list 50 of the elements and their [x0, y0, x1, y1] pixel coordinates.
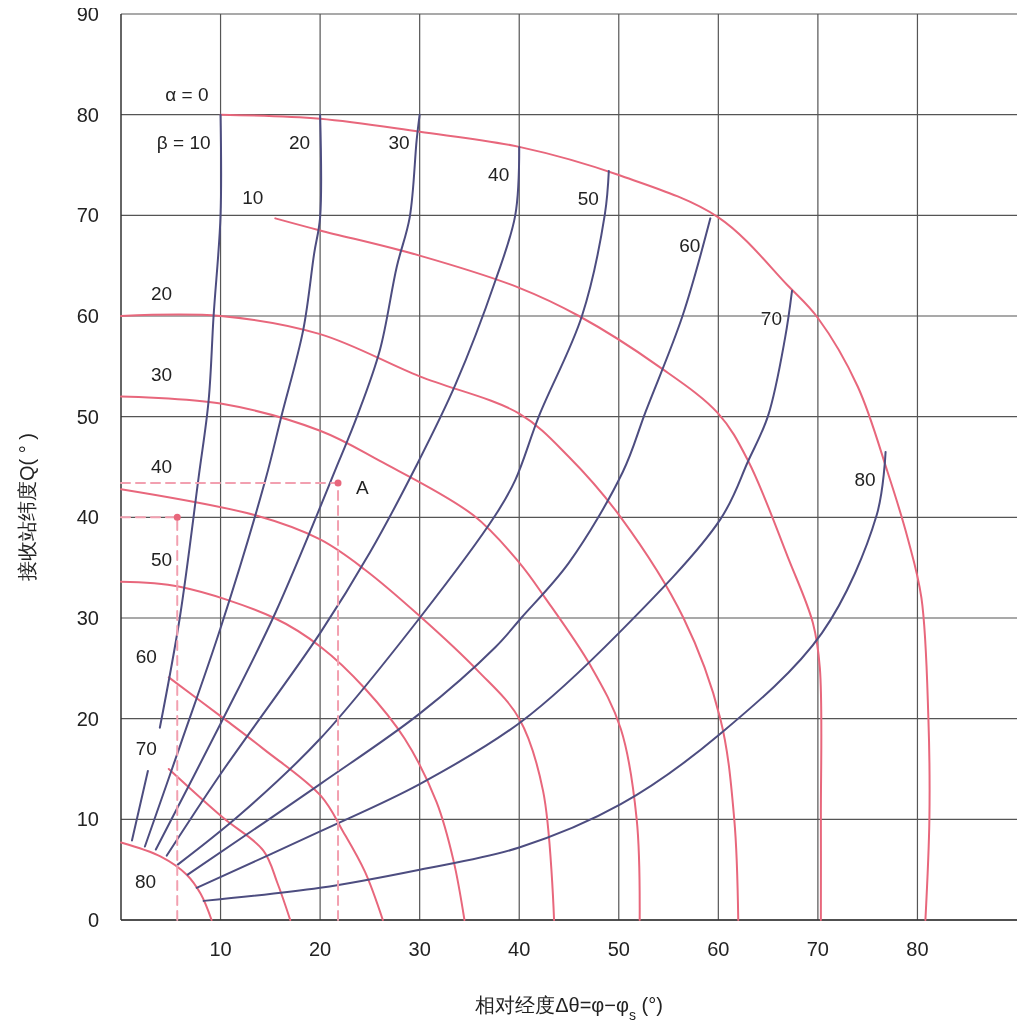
x-tick-label: 60 — [707, 938, 730, 960]
line-series — [120, 841, 213, 921]
y-axis-title: 接收站纬度Q( ° ) — [16, 433, 38, 581]
line-series — [120, 313, 740, 921]
y-tick-label: 70 — [76, 204, 99, 227]
series-label: 10 — [242, 187, 264, 209]
line-series — [219, 113, 931, 921]
y-tick-label: 80 — [76, 103, 99, 126]
annotation: A — [356, 476, 370, 498]
line-series — [274, 217, 823, 921]
x-tick-label: 40 — [508, 938, 531, 960]
x-tick-label: 80 — [906, 938, 929, 960]
series-label: 60 — [135, 646, 157, 668]
series-label: 40 — [151, 456, 173, 478]
y-tick-label: 90 — [76, 3, 99, 25]
series-label: 30 — [151, 363, 173, 385]
series-label: 20 — [288, 131, 311, 153]
series-label: 60 — [679, 235, 701, 257]
series-label: β = 10 — [156, 131, 211, 153]
x-tick-label: 10 — [209, 938, 232, 960]
x-axis-title: 相对经度Δθ=φ−φ$_{s}$ (°) — [475, 994, 663, 1023]
y-tick-label: 50 — [76, 405, 99, 428]
x-tick-label: 30 — [408, 938, 431, 960]
y-tick-label: 0 — [87, 909, 99, 931]
y-tick-label: 30 — [76, 607, 99, 629]
series-label: 70 — [760, 307, 782, 329]
line-series — [202, 450, 887, 902]
x-tick-label: 50 — [607, 938, 630, 960]
line-series — [167, 768, 292, 921]
series-label: 80 — [135, 871, 157, 893]
series-label: 40 — [488, 163, 510, 185]
series-label: 80 — [854, 468, 876, 490]
x-tick-label: 20 — [308, 938, 332, 960]
series-label: 50 — [151, 548, 173, 570]
line-series — [195, 289, 793, 889]
y-tick-label: 10 — [76, 808, 99, 831]
line-series — [120, 580, 466, 921]
series-label: α = 0 — [165, 83, 209, 105]
line-series — [120, 395, 641, 921]
y-tick-label: 20 — [76, 707, 99, 730]
series-label: 50 — [577, 188, 599, 210]
series-label: 70 — [135, 738, 157, 759]
line-series — [186, 217, 712, 876]
y-tick-label: 60 — [76, 305, 99, 327]
y-tick-label: 40 — [76, 506, 99, 529]
line-series — [176, 170, 610, 866]
x-tick-label: 70 — [806, 938, 830, 960]
line-series — [167, 676, 384, 921]
series-label: 30 — [388, 131, 410, 153]
series-label: 20 — [151, 283, 173, 304]
